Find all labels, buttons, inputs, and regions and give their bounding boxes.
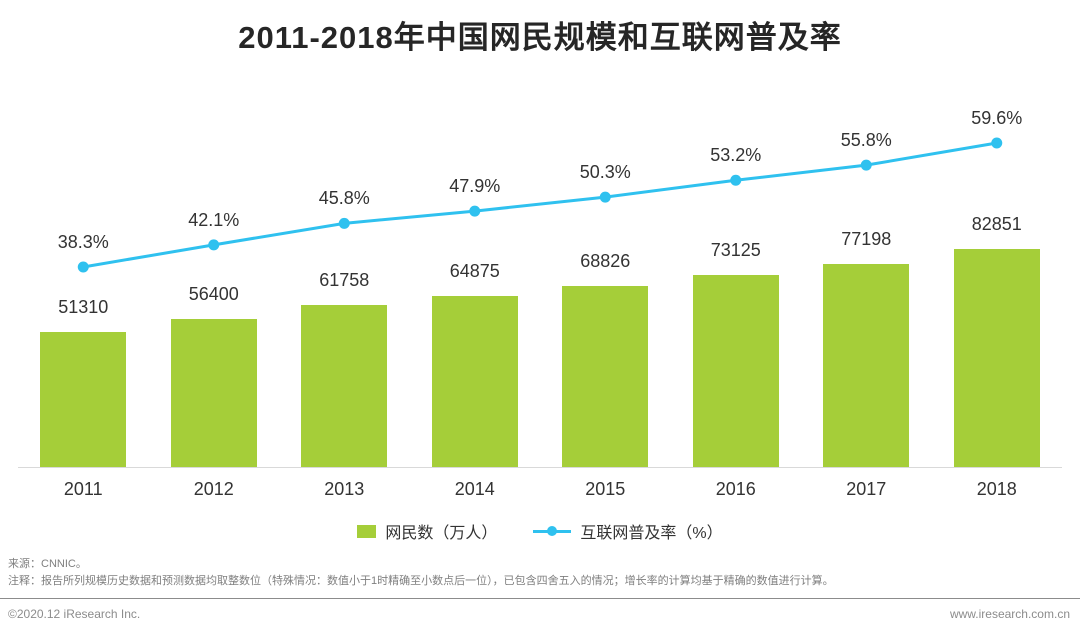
footer-bar: ©2020.12 iResearch Inc. www.iresearch.co… xyxy=(0,599,1080,621)
legend-item-penetration: 互联网普及率（%） xyxy=(533,519,723,543)
penetration-value-label-2018: 59.6% xyxy=(971,108,1023,128)
legend-item-netizens: 网民数（万人） xyxy=(357,519,497,543)
penetration-value-label-2014: 47.9% xyxy=(449,176,501,197)
line-legend-label: 互联网普及率（%） xyxy=(580,525,723,542)
footnotes: 来源：CNNIC。 注释：报告所列规模历史数据和预测数据均取整数位（特殊情况：数… xyxy=(8,556,1080,590)
x-axis-label-2011: 2011 xyxy=(63,478,103,499)
line-legend-dot xyxy=(547,526,558,536)
chart-title: 2011-2018年中国网民规模和互联网普及率 xyxy=(238,20,842,55)
bar-value-label-2014: 64875 xyxy=(449,261,500,281)
penetration-value-label-2015: 50.3% xyxy=(579,162,631,183)
bar-line-chart: 51310 38.3% 56400 42.1% 61758 45.8% 64875 47.9%… xyxy=(18,95,1062,542)
x-axis-label-2016: 2016 xyxy=(715,478,756,499)
bar-2017 xyxy=(823,264,910,467)
bar-value-label-2013: 61758 xyxy=(319,270,370,290)
penetration-value-label-2011: 38.3% xyxy=(57,232,109,252)
copyright-text: ©2020.12 iResearch Inc. xyxy=(8,607,141,621)
footer-divider xyxy=(0,598,1080,599)
penetration-value-label-2012: 42.1% xyxy=(188,209,240,230)
legend: 网民数（万人） 互联网普及率（%） xyxy=(18,520,1062,542)
bar-2016 xyxy=(692,275,779,467)
penetration-value-label-2017: 55.8% xyxy=(840,130,892,151)
x-axis-label-2017: 2017 xyxy=(846,478,887,499)
plot-area: 51310 38.3% 56400 42.1% 61758 45.8% 64875 47.9%… xyxy=(18,95,1062,468)
x-axis-label-2018: 2018 xyxy=(976,478,1017,499)
website-text: www.iresearch.com.cn xyxy=(949,607,1070,621)
bar-2018 xyxy=(953,249,1040,467)
x-axis-label-2014: 2014 xyxy=(454,478,495,499)
x-axis-label-2013: 2013 xyxy=(324,478,365,499)
line-legend-icon xyxy=(533,525,572,537)
source-note: 来源：CNNIC。 xyxy=(8,558,87,570)
x-axis-label-2015: 2015 xyxy=(585,478,626,499)
bar-value-label-2018: 82851 xyxy=(971,214,1022,234)
penetration-value-label-2013: 45.8% xyxy=(318,188,370,209)
bar-2012 xyxy=(170,319,257,467)
bar-2014 xyxy=(431,296,518,467)
bar-2015 xyxy=(562,286,649,467)
bar-2013 xyxy=(301,305,388,467)
bar-legend-swatch-icon xyxy=(357,524,377,538)
bar-value-label-2016: 73125 xyxy=(710,240,761,260)
method-note: 注释：报告所列规模历史数据和预测数据均取整数位（特殊情况：数值小于1时精确至小数… xyxy=(8,575,834,587)
bar-value-label-2012: 56400 xyxy=(188,284,239,304)
x-axis-label-2012: 2012 xyxy=(193,478,234,499)
penetration-value-label-2016: 53.2% xyxy=(710,145,762,166)
bar-legend-label: 网民数（万人） xyxy=(385,525,498,542)
bar-value-label-2011: 51310 xyxy=(58,297,109,317)
bar-value-label-2015: 68826 xyxy=(580,251,631,271)
bar-2011 xyxy=(40,332,127,467)
x-axis-labels: 2011 2012 2013 2014 2015 2016 2017 2018 xyxy=(18,468,1062,510)
bar-value-label-2017: 77198 xyxy=(841,229,892,249)
